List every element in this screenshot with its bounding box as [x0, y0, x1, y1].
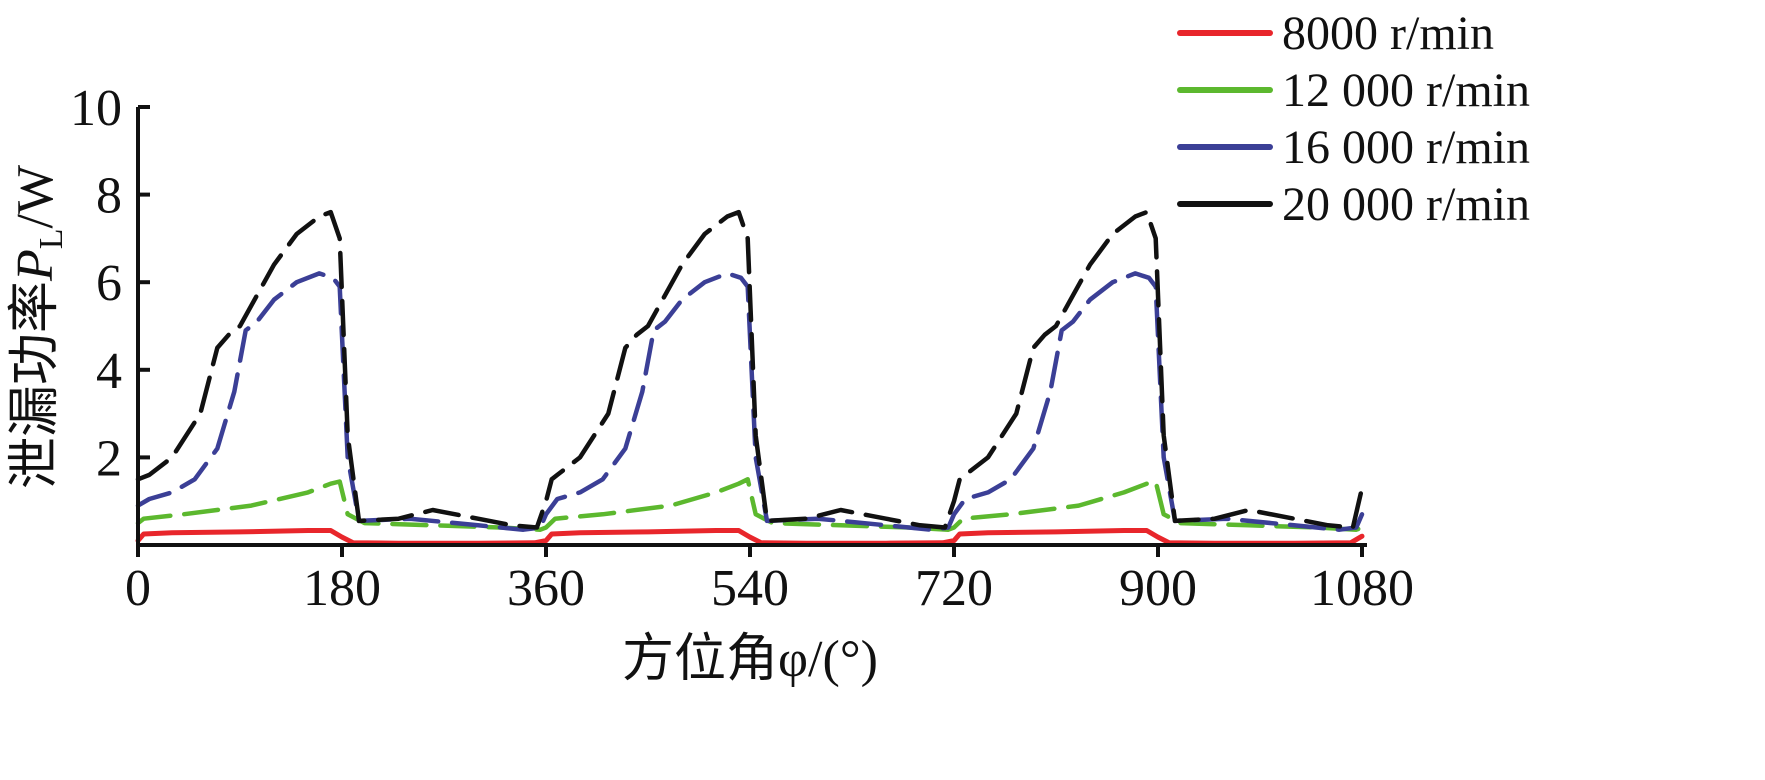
y-axis-title: 泄漏功率PL/W: [7, 165, 70, 489]
legend-label-1: 8000 r/min: [1282, 7, 1494, 60]
x-tick-label: 0: [125, 560, 151, 617]
series-line-4: [135, 209, 1365, 530]
y-tick-label: 8: [96, 168, 122, 225]
y-tick-label: 4: [96, 343, 122, 400]
y-ticks: 2 4 6 8 10: [70, 80, 150, 487]
y-tick-label: 2: [96, 430, 122, 487]
x-tick-label: 540: [711, 560, 789, 617]
legend-label-4: 20 000 r/min: [1282, 178, 1530, 231]
series-line-2: [135, 477, 1365, 532]
x-tick-label: 360: [507, 560, 585, 617]
plot-area: [135, 209, 1365, 546]
series-line-3: [135, 271, 1365, 532]
series-line-1: [135, 528, 1365, 546]
y-axis-title-subscript: L: [33, 228, 70, 249]
y-axis-title-symbol: P: [7, 249, 64, 282]
x-tick-label: 900: [1119, 560, 1197, 617]
x-axis-title: 方位角φ/(°): [622, 631, 878, 688]
x-ticks: 0 180 360 540 720 900 1080: [125, 545, 1414, 617]
x-tick-label: 180: [303, 560, 381, 617]
x-tick-label: 1080: [1310, 560, 1414, 617]
x-tick-label: 720: [915, 560, 993, 617]
y-axis-title-prefix: 泄漏功率: [7, 281, 64, 489]
legend-label-3: 16 000 r/min: [1282, 121, 1530, 174]
y-tick-label: 6: [96, 255, 122, 312]
y-tick-label: 10: [70, 80, 122, 137]
legend-label-2: 12 000 r/min: [1282, 64, 1530, 117]
y-axis-title-unit: /W: [7, 165, 64, 229]
